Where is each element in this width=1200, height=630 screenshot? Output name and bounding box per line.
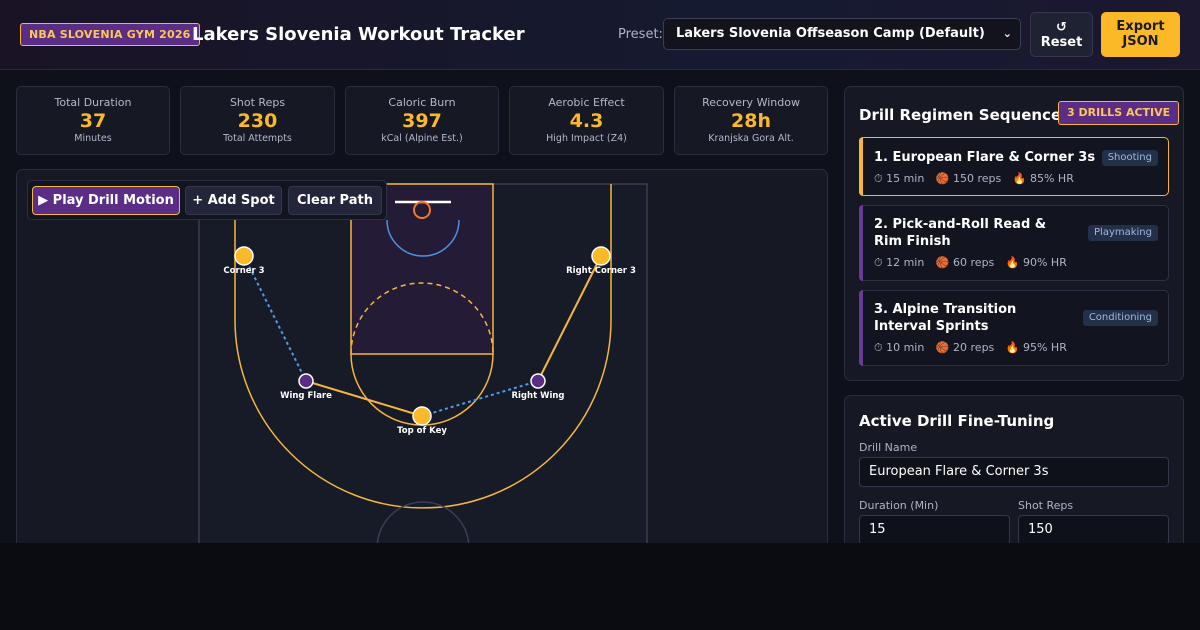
spot-right-wing[interactable]: Right Wing [511, 373, 565, 401]
drill-duration: ⏱ 10 min [874, 341, 925, 354]
stat-value: 28h [731, 110, 771, 132]
drill-meta: ⏱ 12 min 🏀 60 reps 🔥 90% HR [874, 256, 1075, 270]
export-json-button[interactable]: Export JSON [1101, 12, 1180, 57]
chevron-down-icon: ⌄ [1002, 27, 1012, 40]
drill-name: 1. European Flare & Corner 3s [874, 150, 1096, 165]
reset-label: Reset [1040, 35, 1083, 50]
cut-spot-icon[interactable] [530, 373, 546, 389]
stat-label: Recovery Window [702, 96, 800, 109]
rim-icon [413, 201, 431, 219]
drill-regimen-panel: Drill Regimen Sequence 3 DRILLS ACTIVE 1… [844, 86, 1184, 381]
spot-right-corner-3[interactable]: Right Corner 3 [566, 246, 636, 276]
drill-heart-rate: 🔥 85% HR [1012, 172, 1074, 185]
spot-corner-3[interactable]: Corner 3 [223, 246, 265, 276]
stat-sub: kCal (Alpine Est.) [381, 133, 463, 144]
spot-wing-flare[interactable]: Wing Flare [280, 373, 332, 401]
app-title: Lakers Slovenia Workout Tracker [192, 24, 525, 45]
path-top-of-key-to-right-wing [421, 380, 539, 417]
drill-category-tag: Conditioning [1082, 310, 1158, 326]
stat-label: Caloric Burn [388, 96, 456, 109]
cut-spot-icon[interactable] [298, 373, 314, 389]
drill-card-2[interactable]: 2. Pick-and-Roll Read & Rim Finish Playm… [859, 205, 1169, 281]
shot-reps-input[interactable]: 150 [1018, 515, 1169, 543]
drill-heart-rate: 🔥 90% HR [1005, 256, 1067, 269]
court-panel[interactable]: Corner 3 Right Corner 3 Wing Flare Right… [16, 169, 828, 543]
drill-name-input[interactable]: European Flare & Corner 3s [859, 457, 1169, 487]
preset-label: Preset: [618, 27, 663, 42]
spot-label: Wing Flare [280, 391, 332, 401]
export-label-line1: Export [1116, 19, 1165, 34]
drill-reps: 🏀 60 reps [935, 256, 995, 269]
add-spot-button[interactable]: + Add Spot [185, 186, 282, 215]
drill-reps: 🏀 20 reps [935, 341, 995, 354]
spot-label: Corner 3 [223, 266, 264, 276]
drills-active-badge: 3 DRILLS ACTIVE [1058, 101, 1180, 125]
preset-select-value: Lakers Slovenia Offseason Camp (Default) [676, 26, 985, 41]
stat-recovery-window: Recovery Window 28h Kranjska Gora Alt. [674, 86, 828, 155]
stat-label: Total Duration [54, 96, 132, 109]
stat-sub: High Impact (Z4) [546, 133, 627, 144]
drill-accent-bar [859, 290, 863, 366]
export-label-line2: JSON [1122, 34, 1159, 49]
drill-card-1[interactable]: 1. European Flare & Corner 3s Shooting ⏱… [859, 137, 1169, 196]
stat-sub: Kranjska Gora Alt. [708, 133, 794, 144]
center-circle [376, 501, 470, 543]
restricted-arc [386, 219, 460, 257]
play-drill-motion-button[interactable]: ▶ Play Drill Motion [32, 186, 180, 215]
stat-shot-reps: Shot Reps 230 Total Attempts [180, 86, 335, 155]
duration-label: Duration (Min) [859, 499, 939, 512]
header-bar: NBA SLOVENIA GYM 2026 Lakers Slovenia Wo… [0, 0, 1200, 70]
drill-name: 2. Pick-and-Roll Read & Rim Finish [874, 217, 1047, 249]
stat-value: 397 [402, 110, 442, 132]
spot-top-of-key[interactable]: Top of Key [397, 406, 447, 436]
stat-label: Shot Reps [229, 96, 286, 109]
drill-meta: ⏱ 10 min 🏀 20 reps 🔥 95% HR [874, 341, 1075, 355]
drill-category-tag: Shooting [1101, 150, 1158, 166]
spot-label: Right Corner 3 [566, 266, 636, 276]
half-court-diagram[interactable]: Corner 3 Right Corner 3 Wing Flare Right… [17, 170, 828, 543]
drill-card-3[interactable]: 3. Alpine Transition Interval Sprints Co… [859, 290, 1169, 366]
shot-reps-label: Shot Reps [1018, 499, 1074, 512]
drill-name-label: Drill Name [859, 441, 918, 454]
spot-label: Top of Key [397, 426, 447, 436]
app-root: NBA SLOVENIA GYM 2026 Lakers Slovenia Wo… [0, 0, 1200, 543]
spot-label: Right Wing [511, 391, 564, 401]
path-corner3-to-wing-flare [243, 255, 307, 382]
path-wing-flare-to-top-of-key [305, 380, 423, 417]
stat-sub: Minutes [74, 133, 112, 144]
drill-heart-rate: 🔥 95% HR [1005, 341, 1067, 354]
tuning-title: Active Drill Fine-Tuning [859, 412, 1055, 430]
duration-input[interactable]: 15 [859, 515, 1010, 543]
shooter-spot-icon[interactable] [591, 246, 611, 266]
stat-sub: Total Attempts [223, 133, 292, 144]
regimen-title: Drill Regimen Sequence [859, 106, 1062, 124]
gym-badge: NBA SLOVENIA GYM 2026 [20, 23, 200, 46]
reset-icon: ↺ [1056, 20, 1067, 35]
drill-duration: ⏱ 12 min [874, 256, 925, 269]
stat-value: 37 [79, 110, 107, 132]
drill-reps: 🏀 150 reps [935, 172, 1002, 185]
stat-label: Aerobic Effect [548, 96, 625, 109]
court-toolbar: ▶ Play Drill Motion + Add Spot Clear Pat… [27, 180, 387, 220]
stat-value: 230 [237, 110, 278, 132]
clear-path-button[interactable]: Clear Path [288, 186, 382, 215]
drill-accent-bar [859, 137, 863, 196]
shooter-spot-icon[interactable] [234, 246, 254, 266]
drill-duration: ⏱ 15 min [874, 172, 925, 185]
drill-fine-tuning-panel: Active Drill Fine-Tuning Drill Name Euro… [844, 395, 1184, 543]
preset-select[interactable]: Lakers Slovenia Offseason Camp (Default)… [663, 18, 1021, 50]
shooter-spot-icon[interactable] [412, 406, 432, 426]
three-point-line [234, 184, 612, 509]
stat-total-duration: Total Duration 37 Minutes [16, 86, 170, 155]
path-right-wing-to-right-corner3 [537, 255, 602, 382]
free-throw-arc-top [350, 282, 494, 355]
drill-category-tag: Playmaking [1088, 225, 1158, 241]
reset-button[interactable]: ↺ Reset [1030, 12, 1093, 57]
stat-value: 4.3 [569, 110, 604, 132]
drill-accent-bar [859, 205, 863, 281]
drill-meta: ⏱ 15 min 🏀 150 reps 🔥 85% HR [874, 172, 1082, 186]
drill-name: 3. Alpine Transition Interval Sprints [874, 302, 1017, 334]
stat-caloric-burn: Caloric Burn 397 kCal (Alpine Est.) [345, 86, 499, 155]
stat-aerobic-effect: Aerobic Effect 4.3 High Impact (Z4) [509, 86, 664, 155]
